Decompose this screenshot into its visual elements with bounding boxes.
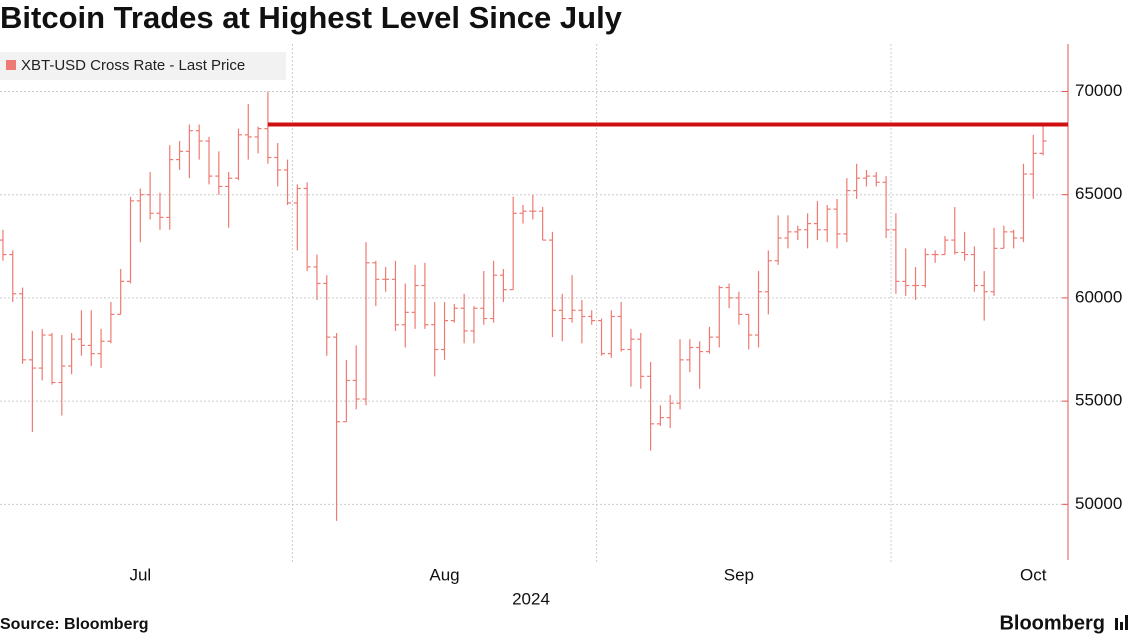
y-tick-label: 50000 <box>1075 494 1122 513</box>
y-tick-label: 60000 <box>1075 287 1122 306</box>
x-tick-label: Jul <box>129 565 151 584</box>
brand: Bloomberg <box>999 612 1105 634</box>
legend-label: XBT-USD Cross Rate - Last Price <box>21 57 245 74</box>
source: Source: Bloomberg <box>0 616 148 633</box>
x-tick-label: Aug <box>429 565 459 584</box>
x-axis-label: 2024 <box>512 589 550 608</box>
y-tick-label: 65000 <box>1075 184 1122 203</box>
chart-title: Bitcoin Trades at Highest Level Since Ju… <box>0 0 623 35</box>
ohlc-series <box>0 91 1047 521</box>
y-tick-label: 70000 <box>1075 81 1122 100</box>
legend-box <box>0 52 286 80</box>
legend-swatch <box>6 60 16 70</box>
x-tick-label: Oct <box>1020 565 1047 584</box>
brand-icon <box>1115 615 1128 630</box>
x-tick-label: Sep <box>724 565 754 584</box>
y-tick-label: 55000 <box>1075 391 1122 410</box>
